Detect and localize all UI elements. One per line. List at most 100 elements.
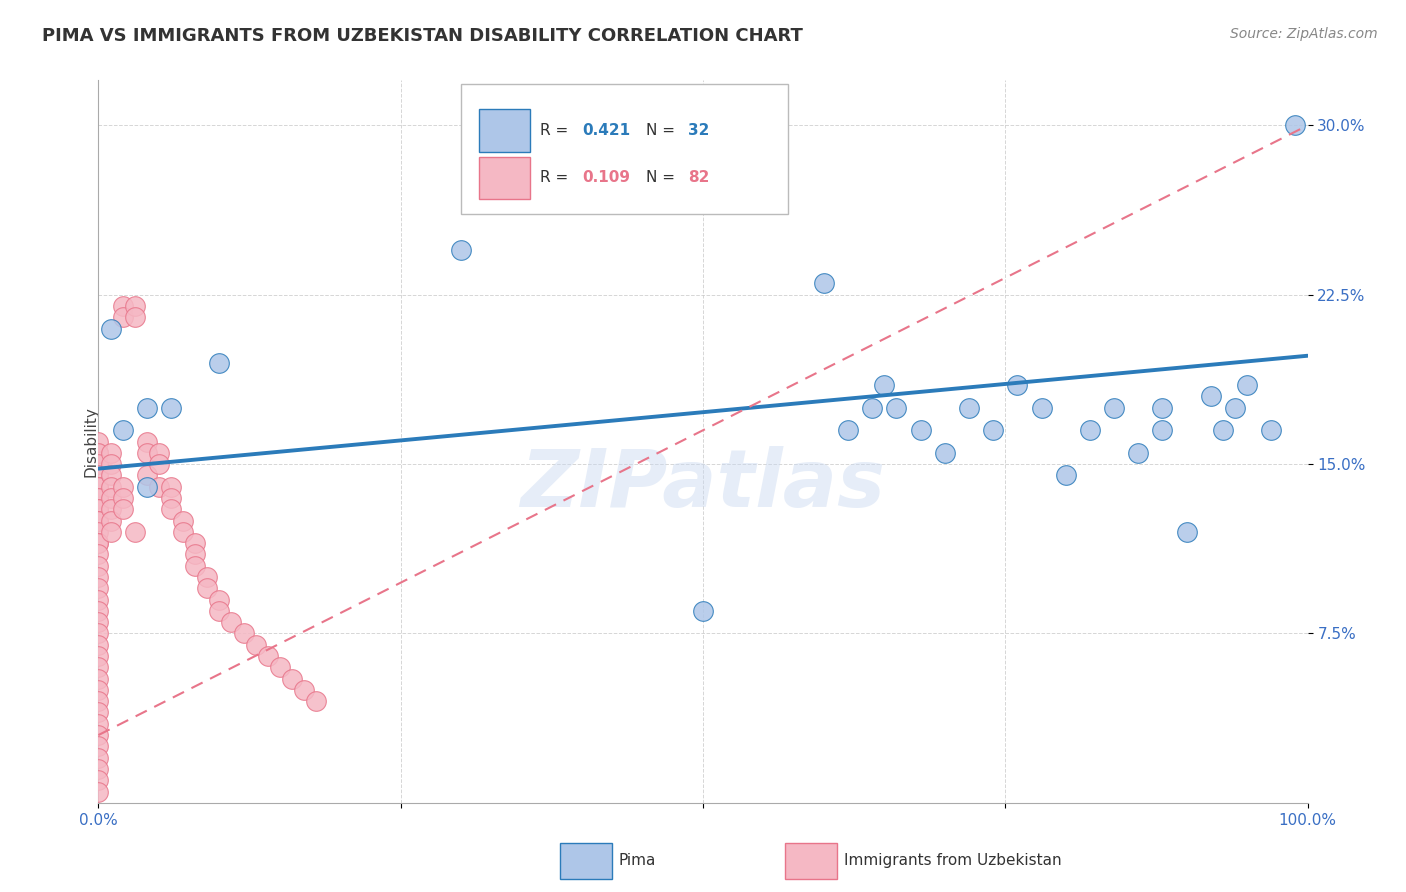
Point bbox=[148, 457, 170, 471]
Point bbox=[1199, 389, 1222, 403]
Point bbox=[208, 592, 231, 607]
Point bbox=[87, 582, 110, 596]
Point bbox=[172, 524, 194, 539]
Point bbox=[87, 626, 110, 640]
Point bbox=[208, 355, 231, 369]
Point bbox=[221, 615, 243, 630]
Point bbox=[1128, 446, 1150, 460]
Point bbox=[100, 446, 122, 460]
Point bbox=[1236, 378, 1258, 392]
Point bbox=[1031, 401, 1053, 415]
Point bbox=[1007, 378, 1029, 392]
Point bbox=[184, 536, 207, 550]
Point bbox=[87, 706, 110, 720]
Point bbox=[87, 739, 110, 754]
Point bbox=[160, 401, 183, 415]
Point bbox=[305, 694, 328, 708]
Point bbox=[886, 401, 908, 415]
Point bbox=[813, 277, 835, 291]
Point bbox=[208, 604, 231, 618]
Point bbox=[87, 750, 110, 764]
FancyBboxPatch shape bbox=[479, 157, 530, 200]
Text: 0.109: 0.109 bbox=[582, 170, 630, 186]
Point bbox=[1054, 468, 1077, 483]
Point bbox=[124, 299, 146, 313]
Point bbox=[87, 548, 110, 562]
Point bbox=[87, 446, 110, 460]
Point bbox=[87, 672, 110, 686]
Point bbox=[87, 434, 110, 449]
Point bbox=[256, 648, 278, 663]
Point bbox=[124, 310, 146, 325]
Point bbox=[87, 648, 110, 663]
Text: R =: R = bbox=[540, 170, 572, 186]
Point bbox=[1212, 423, 1234, 437]
Text: R =: R = bbox=[540, 122, 572, 137]
Point bbox=[124, 524, 146, 539]
Point bbox=[87, 558, 110, 573]
Point bbox=[87, 514, 110, 528]
Point bbox=[100, 502, 122, 516]
Point bbox=[135, 446, 157, 460]
Text: PIMA VS IMMIGRANTS FROM UZBEKISTAN DISABILITY CORRELATION CHART: PIMA VS IMMIGRANTS FROM UZBEKISTAN DISAB… bbox=[42, 27, 803, 45]
Point bbox=[111, 423, 134, 437]
Point bbox=[87, 604, 110, 618]
Point bbox=[195, 570, 218, 584]
Point bbox=[148, 480, 170, 494]
Point bbox=[160, 491, 183, 505]
Point bbox=[135, 401, 157, 415]
Point bbox=[87, 468, 110, 483]
Point bbox=[981, 423, 1004, 437]
Point bbox=[87, 660, 110, 674]
Text: N =: N = bbox=[647, 170, 681, 186]
Text: ZIPatlas: ZIPatlas bbox=[520, 446, 886, 524]
Point bbox=[873, 378, 896, 392]
FancyBboxPatch shape bbox=[479, 109, 530, 152]
Point bbox=[1284, 119, 1306, 133]
Point bbox=[135, 468, 157, 483]
Point bbox=[1260, 423, 1282, 437]
Point bbox=[450, 243, 472, 257]
Point bbox=[87, 491, 110, 505]
Point bbox=[87, 480, 110, 494]
Text: 32: 32 bbox=[689, 122, 710, 137]
Text: Pima: Pima bbox=[619, 854, 657, 868]
Point bbox=[292, 682, 315, 697]
Point bbox=[281, 672, 304, 686]
Point bbox=[87, 615, 110, 630]
Point bbox=[957, 401, 980, 415]
Point bbox=[100, 480, 122, 494]
Point bbox=[111, 299, 134, 313]
Point bbox=[87, 694, 110, 708]
Point bbox=[87, 502, 110, 516]
Point bbox=[1175, 524, 1198, 539]
Point bbox=[1102, 401, 1125, 415]
Text: 0.421: 0.421 bbox=[582, 122, 630, 137]
Point bbox=[87, 682, 110, 697]
Point bbox=[87, 638, 110, 652]
Point bbox=[87, 457, 110, 471]
Point bbox=[135, 434, 157, 449]
Point bbox=[100, 321, 122, 335]
Text: Source: ZipAtlas.com: Source: ZipAtlas.com bbox=[1230, 27, 1378, 41]
Point bbox=[87, 784, 110, 798]
Point bbox=[148, 446, 170, 460]
Point bbox=[184, 558, 207, 573]
Point bbox=[87, 762, 110, 776]
Point bbox=[87, 773, 110, 788]
Point bbox=[100, 524, 122, 539]
Point bbox=[910, 423, 932, 437]
Point bbox=[87, 446, 110, 460]
Point bbox=[184, 548, 207, 562]
Point bbox=[692, 604, 714, 618]
Point bbox=[160, 502, 183, 516]
Point bbox=[100, 457, 122, 471]
Text: 82: 82 bbox=[689, 170, 710, 186]
Point bbox=[87, 514, 110, 528]
Point bbox=[87, 480, 110, 494]
Point bbox=[232, 626, 254, 640]
Point bbox=[87, 491, 110, 505]
Point bbox=[87, 446, 110, 460]
Point bbox=[135, 480, 157, 494]
FancyBboxPatch shape bbox=[461, 84, 787, 214]
